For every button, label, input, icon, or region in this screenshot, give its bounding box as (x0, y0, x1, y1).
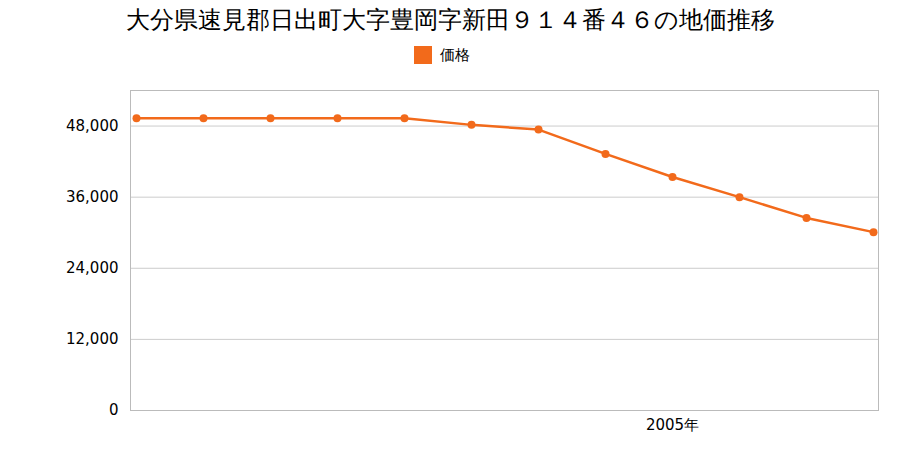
html-text:価格: 価格 (440, 45, 470, 64)
svg-text:0: 0 (109, 401, 119, 419)
svg-text:48,000: 48,000 (66, 117, 119, 135)
svg-text:2005年: 2005年 (646, 416, 699, 434)
svg-text:24,000: 24,000 (66, 259, 119, 277)
svg-text:12,000: 12,000 (66, 330, 119, 348)
svg-text:36,000: 36,000 (66, 188, 119, 206)
html-text:大分県速見郡日出町大字豊岡字新田９１４番４６の地価推移: 大分県速見郡日出町大字豊岡字新田９１４番４６の地価推移 (125, 6, 775, 34)
